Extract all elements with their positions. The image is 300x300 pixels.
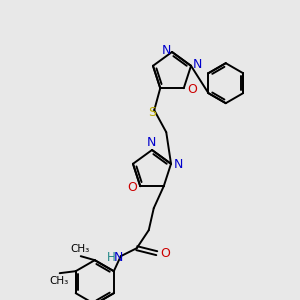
Text: O: O xyxy=(160,247,170,260)
Text: N: N xyxy=(114,251,123,264)
Text: N: N xyxy=(192,58,202,71)
Text: N: N xyxy=(146,136,156,149)
Text: S: S xyxy=(148,106,156,119)
Text: CH₃: CH₃ xyxy=(70,244,89,254)
Text: H: H xyxy=(106,251,115,264)
Text: O: O xyxy=(127,181,137,194)
Text: N: N xyxy=(161,44,171,58)
Text: O: O xyxy=(187,83,197,96)
Text: N: N xyxy=(173,158,183,171)
Text: CH₃: CH₃ xyxy=(49,276,68,286)
